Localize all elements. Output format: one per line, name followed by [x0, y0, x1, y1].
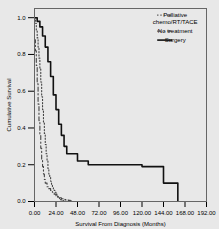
- svg-text:0.4: 0.4: [17, 125, 26, 131]
- svg-text:96.00: 96.00: [113, 210, 129, 216]
- svg-text:0.0: 0.0: [17, 198, 26, 204]
- svg-text:0.6: 0.6: [17, 88, 26, 94]
- svg-text:0.00: 0.00: [29, 210, 41, 216]
- svg-text:1.0: 1.0: [17, 15, 26, 21]
- svg-text:72.00: 72.00: [91, 210, 107, 216]
- svg-text:48.00: 48.00: [70, 210, 86, 216]
- svg-text:No treatment: No treatment: [158, 28, 193, 34]
- svg-text:Survival From Diagnosis (Month: Survival From Diagnosis (Months): [75, 221, 165, 227]
- svg-text:192.00: 192.00: [197, 210, 216, 216]
- svg-text:Palliativechemo/RT/TACE: Palliativechemo/RT/TACE: [153, 12, 198, 25]
- svg-text:Surgery: Surgery: [164, 37, 186, 43]
- svg-text:0.8: 0.8: [17, 51, 26, 57]
- svg-text:24.00: 24.00: [48, 210, 64, 216]
- svg-text:120.00: 120.00: [133, 210, 152, 216]
- svg-text:Cumulative Survival: Cumulative Survival: [6, 78, 12, 131]
- svg-text:144.00: 144.00: [154, 210, 173, 216]
- svg-text:168.00: 168.00: [176, 210, 195, 216]
- svg-text:0.2: 0.2: [17, 162, 26, 168]
